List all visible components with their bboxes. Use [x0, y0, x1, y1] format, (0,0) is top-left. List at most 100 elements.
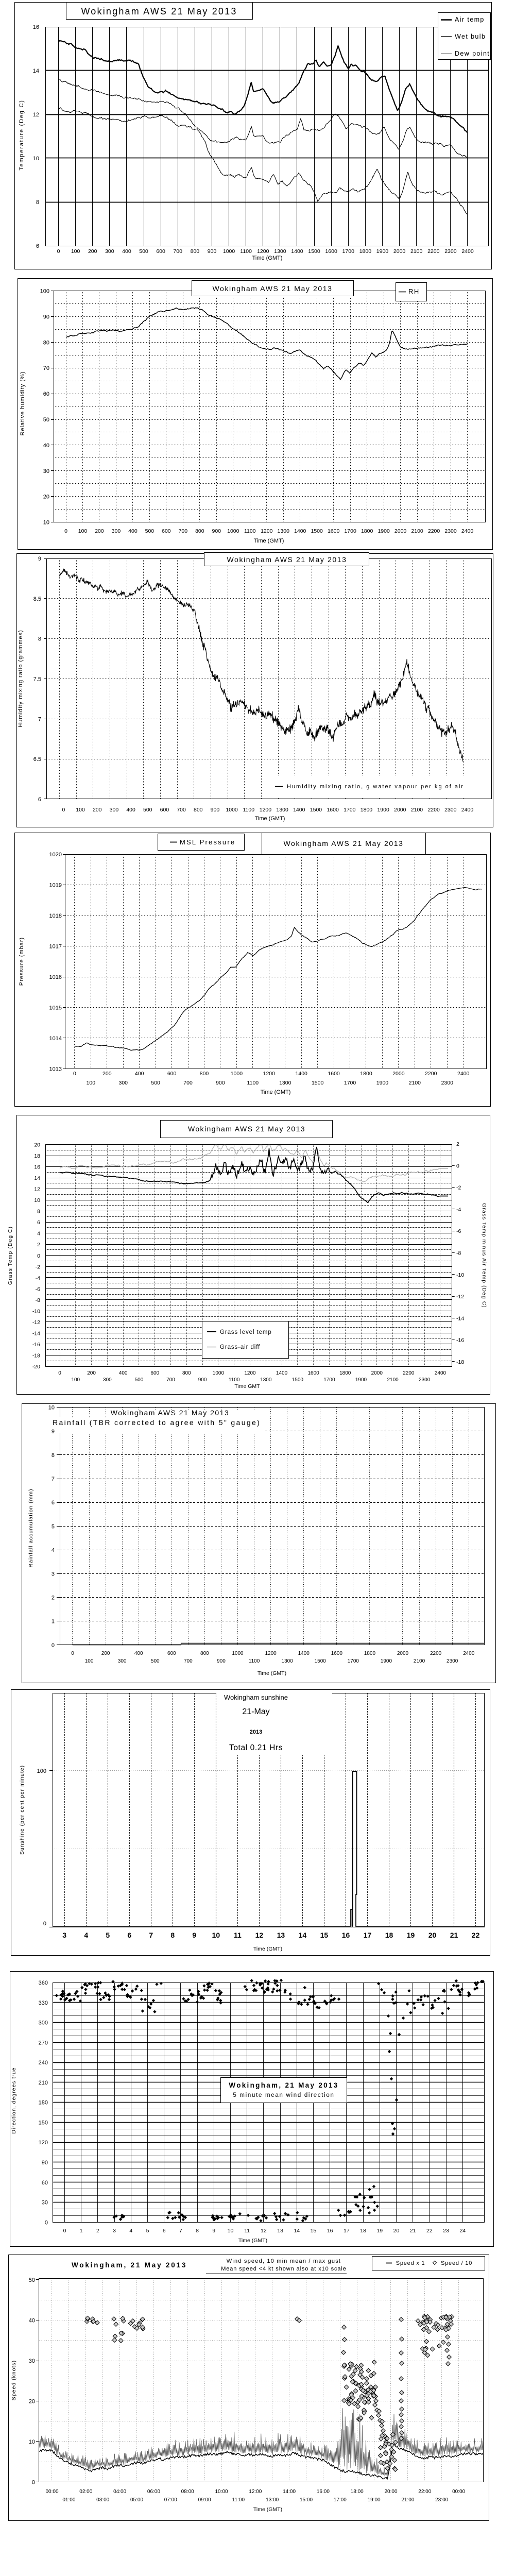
svg-text:23: 23	[443, 2228, 449, 2234]
svg-text:1800: 1800	[361, 528, 373, 534]
svg-text:1: 1	[52, 1619, 55, 1625]
svg-text:2300: 2300	[419, 1377, 431, 1383]
svg-text:1900: 1900	[381, 1658, 392, 1664]
svg-text:400: 400	[119, 1370, 128, 1376]
svg-text:700: 700	[177, 807, 186, 813]
svg-text:400: 400	[122, 248, 131, 255]
svg-text:2000: 2000	[393, 248, 406, 255]
svg-text:6.5: 6.5	[33, 756, 41, 762]
svg-text:0: 0	[57, 248, 60, 255]
svg-text:9: 9	[192, 1931, 196, 1939]
svg-text:2000: 2000	[397, 1651, 409, 1656]
svg-text:1700: 1700	[344, 528, 356, 534]
svg-text:0: 0	[52, 1642, 55, 1649]
svg-text:Rainfall (TBR corrected to agr: Rainfall (TBR corrected to agree with 5"…	[53, 1418, 261, 1427]
svg-text:-20: -20	[32, 1364, 40, 1370]
svg-text:14: 14	[33, 68, 39, 74]
svg-text:40: 40	[43, 443, 49, 449]
svg-text:03:00: 03:00	[96, 2497, 109, 2503]
svg-text:8.5: 8.5	[33, 596, 41, 602]
svg-text:1000: 1000	[213, 1370, 225, 1376]
svg-text:1400: 1400	[291, 248, 303, 255]
svg-text:6: 6	[127, 1931, 131, 1939]
svg-text:1: 1	[80, 2228, 83, 2234]
svg-text:12: 12	[33, 112, 39, 118]
svg-text:5: 5	[106, 1931, 110, 1939]
svg-text:60: 60	[43, 391, 49, 397]
svg-text:16: 16	[33, 24, 39, 30]
svg-text:2000: 2000	[394, 807, 406, 813]
svg-text:1016: 1016	[49, 974, 62, 980]
svg-text:-8: -8	[36, 1297, 40, 1303]
svg-text:900: 900	[211, 807, 220, 813]
svg-text:1200: 1200	[261, 528, 273, 534]
svg-text:14:00: 14:00	[283, 2489, 296, 2495]
svg-text:8: 8	[196, 2228, 199, 2234]
svg-text:1800: 1800	[364, 1651, 376, 1656]
svg-text:15: 15	[311, 2228, 317, 2234]
svg-text:06:00: 06:00	[147, 2489, 160, 2495]
svg-text:300: 300	[118, 1080, 128, 1086]
svg-text:400: 400	[135, 1071, 144, 1077]
svg-text:-14: -14	[32, 1330, 40, 1336]
svg-text:18: 18	[34, 1153, 40, 1159]
svg-text:100: 100	[87, 1080, 96, 1086]
svg-text:-6: -6	[456, 1228, 461, 1234]
svg-text:600: 600	[150, 1370, 159, 1376]
svg-text:8: 8	[170, 1931, 175, 1939]
svg-text:5: 5	[146, 2228, 149, 2234]
svg-text:2: 2	[37, 1242, 40, 1248]
svg-text:300: 300	[112, 528, 121, 534]
svg-text:1900: 1900	[377, 528, 390, 534]
svg-text:16: 16	[327, 2228, 333, 2234]
svg-text:7: 7	[149, 1931, 153, 1939]
svg-text:2000: 2000	[394, 528, 407, 534]
svg-text:21: 21	[450, 1931, 458, 1939]
svg-text:1300: 1300	[276, 807, 288, 813]
svg-text:02:00: 02:00	[79, 2489, 92, 2495]
svg-text:Direction, degrees true: Direction, degrees true	[11, 2067, 17, 2133]
svg-text:15:00: 15:00	[300, 2497, 313, 2503]
svg-text:1400: 1400	[296, 1071, 308, 1077]
svg-text:7.5: 7.5	[33, 676, 41, 682]
svg-text:19: 19	[376, 2228, 383, 2234]
svg-text:0: 0	[58, 1370, 61, 1376]
svg-text:100: 100	[71, 1377, 80, 1383]
svg-text:120: 120	[39, 2140, 48, 2146]
svg-text:0: 0	[73, 1071, 76, 1077]
svg-text:700: 700	[173, 248, 182, 255]
svg-text:3: 3	[52, 1571, 55, 1577]
svg-text:Time (GMT): Time (GMT)	[258, 1670, 286, 1676]
svg-text:1000: 1000	[232, 1651, 244, 1656]
svg-text:12:00: 12:00	[249, 2489, 262, 2495]
svg-text:3: 3	[62, 1931, 66, 1939]
svg-text:1500: 1500	[310, 807, 322, 813]
svg-text:900: 900	[217, 1658, 226, 1664]
svg-text:2: 2	[456, 1141, 459, 1147]
svg-text:240: 240	[39, 2060, 48, 2066]
svg-text:400: 400	[128, 528, 138, 534]
svg-text:17: 17	[364, 1931, 372, 1939]
svg-text:Speed / 10: Speed / 10	[441, 2260, 472, 2266]
svg-text:700: 700	[183, 1080, 193, 1086]
svg-text:11:00: 11:00	[232, 2497, 245, 2503]
svg-text:8: 8	[52, 1452, 55, 1459]
svg-text:22: 22	[472, 1931, 480, 1939]
svg-text:2100: 2100	[411, 528, 423, 534]
svg-text:500: 500	[143, 807, 152, 813]
svg-text:19: 19	[407, 1931, 415, 1939]
svg-text:1015: 1015	[49, 1005, 62, 1011]
svg-text:Wokingham sunshine: Wokingham sunshine	[224, 1693, 288, 1701]
svg-text:6: 6	[36, 243, 39, 249]
svg-text:1100: 1100	[249, 1658, 260, 1664]
svg-text:1700: 1700	[348, 1658, 359, 1664]
svg-text:Time (GMT): Time (GMT)	[252, 255, 283, 261]
svg-text:500: 500	[151, 1658, 160, 1664]
svg-text:1200: 1200	[244, 1370, 256, 1376]
svg-text:Wokingham, 21 May 2013: Wokingham, 21 May 2013	[72, 2261, 187, 2269]
svg-text:600: 600	[162, 528, 171, 534]
svg-text:-2: -2	[456, 1185, 461, 1191]
svg-text:-12: -12	[32, 1319, 40, 1326]
svg-text:2100: 2100	[409, 1080, 421, 1086]
svg-text:12: 12	[261, 2228, 267, 2234]
